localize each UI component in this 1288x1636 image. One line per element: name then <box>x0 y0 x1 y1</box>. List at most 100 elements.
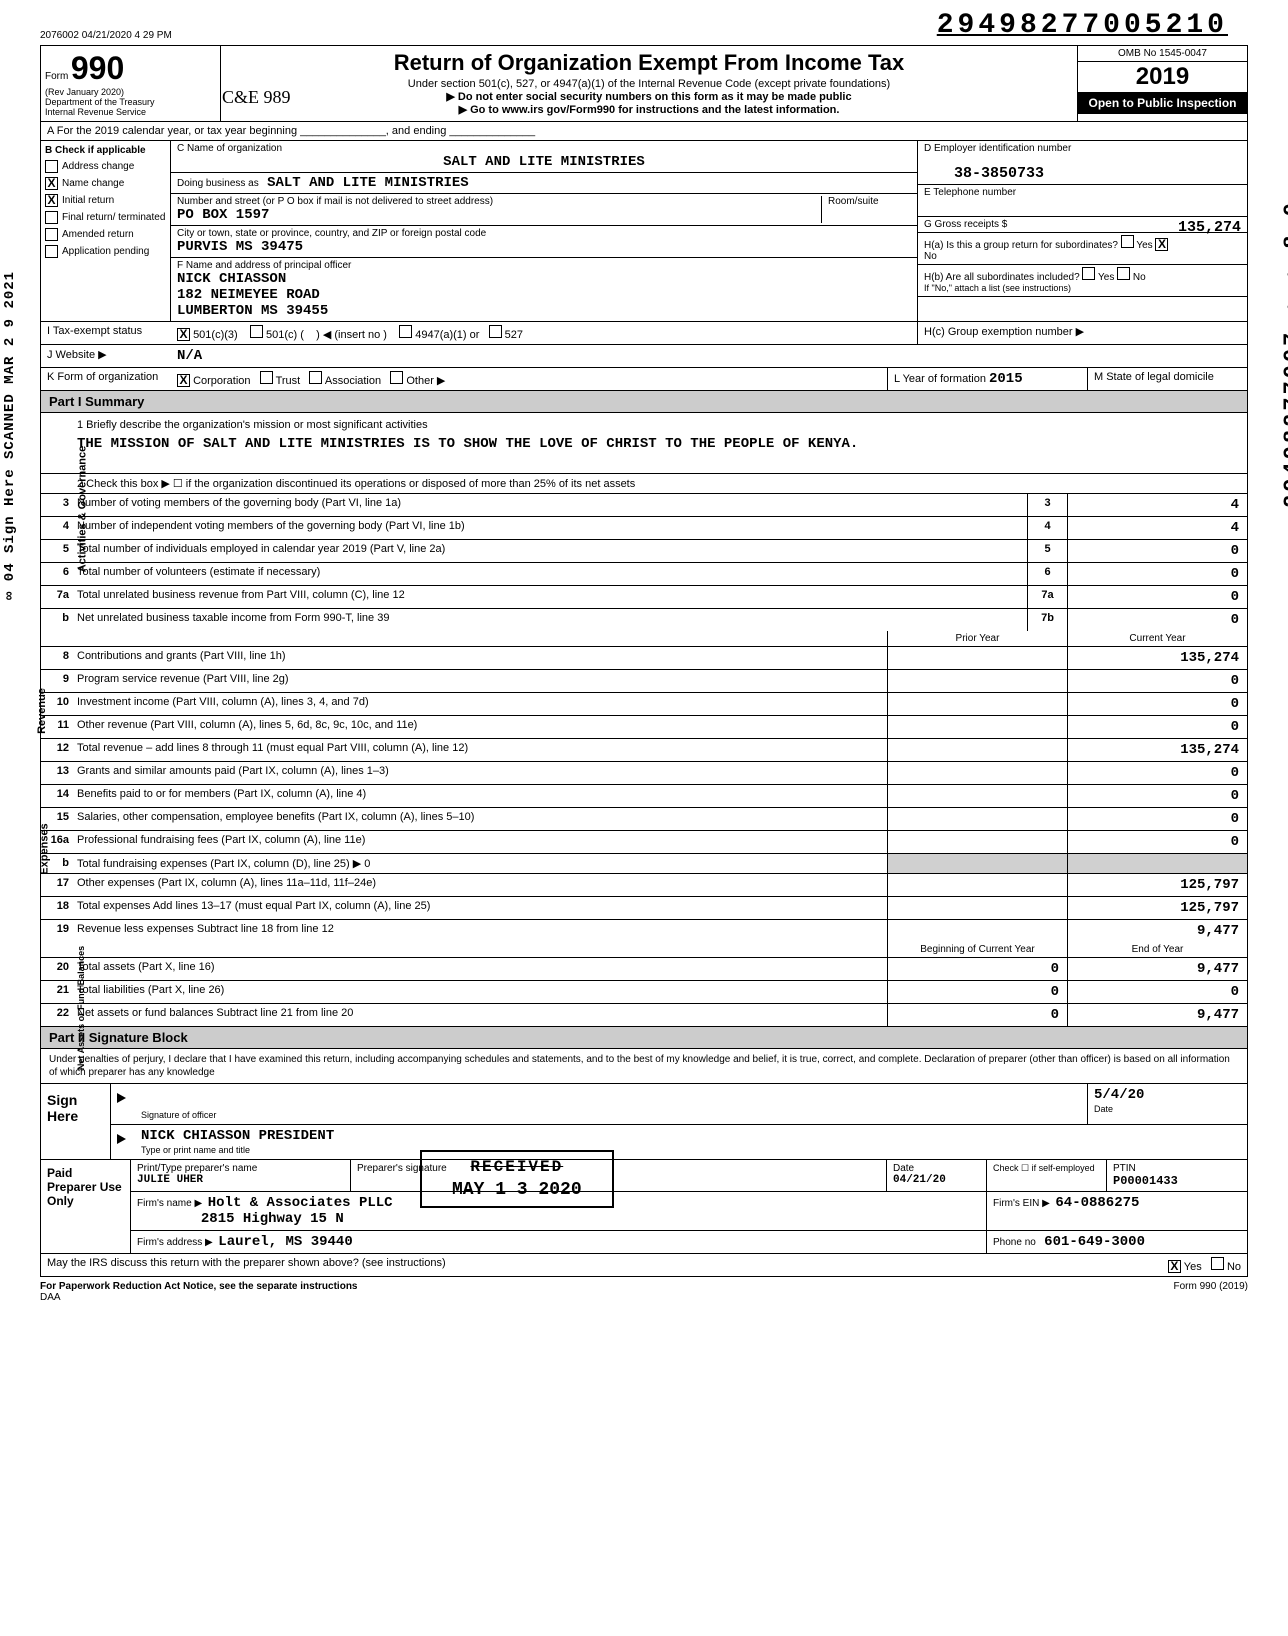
lbl-ha: H(a) Is this a group return for subordin… <box>924 240 1118 251</box>
line-num: 3 <box>41 494 73 516</box>
cb-trust[interactable] <box>260 371 273 384</box>
line-box: 5 <box>1027 540 1067 562</box>
tax-year: 2019 <box>1078 62 1247 93</box>
city-value: PURVIS MS 39475 <box>177 239 303 255</box>
line-text: Total liabilities (Part X, line 26) <box>73 981 887 1003</box>
prior-value: 0 <box>887 981 1067 1003</box>
received-stamp: RECEIVED MAY 1 3 2020 <box>420 1150 614 1208</box>
cb-corp[interactable]: X <box>177 374 190 387</box>
cb-app-pending[interactable] <box>45 245 58 258</box>
lbl-527: 527 <box>505 329 523 341</box>
received-label: RECEIVED <box>452 1158 582 1176</box>
line-box: 3 <box>1027 494 1067 516</box>
lbl-phone-no: Phone no <box>993 1237 1036 1248</box>
line-num: 6 <box>41 563 73 585</box>
cb-501c3[interactable]: X <box>177 328 190 341</box>
line-text: Professional fundraising fees (Part IX, … <box>73 831 887 853</box>
identity-block: B Check if applicable Address change XNa… <box>40 141 1248 322</box>
cb-amended[interactable] <box>45 228 58 241</box>
line-num: 22 <box>41 1004 73 1026</box>
preparer-name: JULIE UHER <box>137 1174 203 1186</box>
lbl-room: Room/suite <box>828 196 879 207</box>
line-text: Other expenses (Part IX, column (A), lin… <box>73 874 887 896</box>
cb-address-change[interactable] <box>45 160 58 173</box>
line-text: Revenue less expenses Subtract line 18 f… <box>73 920 887 942</box>
received-date: MAY 1 3 2020 <box>452 1180 582 1200</box>
line-value: 0 <box>1067 563 1247 585</box>
prior-value <box>887 897 1067 919</box>
lbl-firm-addr: Firm's address ▶ <box>137 1237 213 1248</box>
summary-line: 22Net assets or fund balances Subtract l… <box>41 1004 1247 1026</box>
cb-final-return[interactable] <box>45 211 58 224</box>
line-num: 18 <box>41 897 73 919</box>
cb-ha-yes[interactable] <box>1121 235 1134 248</box>
signature-declaration: Under penalties of perjury, I declare th… <box>41 1049 1247 1084</box>
line-text: Net unrelated business taxable income fr… <box>73 609 1027 631</box>
ein-value: 38-3850733 <box>954 165 1044 182</box>
left-scan-stamp: ∞ 04 Sign Here SCANNED MAR 2 9 2021 <box>2 271 18 600</box>
part2-header: Part II Signature Block <box>40 1027 1248 1049</box>
line-text: Net assets or fund balances Subtract lin… <box>73 1004 887 1026</box>
prior-value: 0 <box>887 1004 1067 1026</box>
line-text: Other revenue (Part VIII, column (A), li… <box>73 716 887 738</box>
row-a-tax-year: A For the 2019 calendar year, or tax yea… <box>40 122 1248 141</box>
cb-name-change[interactable]: X <box>45 177 58 190</box>
prior-value <box>887 670 1067 692</box>
dept-treasury: Department of the Treasury <box>45 97 216 107</box>
cb-501c[interactable] <box>250 325 263 338</box>
prior-value <box>887 920 1067 942</box>
cb-4947[interactable] <box>399 325 412 338</box>
line-text: Total number of individuals employed in … <box>73 540 1027 562</box>
sig-arrow-1 <box>111 1084 135 1124</box>
lbl-corp: Corporation <box>193 375 250 387</box>
prior-value <box>887 808 1067 830</box>
lbl-prep-name: Print/Type preparer's name <box>137 1163 257 1174</box>
sig-date-value: 5/4/20 <box>1094 1087 1144 1103</box>
cb-hb-yes[interactable] <box>1082 267 1095 280</box>
officer-name-title: NICK CHIASSON PRESIDENT <box>141 1128 334 1144</box>
col-beginning-year: Beginning of Current Year <box>887 942 1067 957</box>
line-value: 0 <box>1067 586 1247 608</box>
current-value: 9,477 <box>1067 958 1247 980</box>
line-value: 4 <box>1067 517 1247 539</box>
side-governance: Activities & Governance <box>76 446 88 573</box>
current-value: 0 <box>1067 785 1247 807</box>
lbl-name-change: Name change <box>62 178 124 189</box>
line-num: 14 <box>41 785 73 807</box>
lbl-name-title: Type or print name and title <box>141 1145 250 1155</box>
lbl-ptin: PTIN <box>1113 1163 1136 1174</box>
summary-line: bTotal fundraising expenses (Part IX, co… <box>41 854 1247 874</box>
lbl-yes: Yes <box>1184 1261 1202 1273</box>
col-prior-year: Prior Year <box>887 631 1067 646</box>
summary-line: 11Other revenue (Part VIII, column (A), … <box>41 716 1247 739</box>
lbl-officer: F Name and address of principal officer <box>177 260 351 271</box>
lbl-final-return: Final return/ terminated <box>62 212 165 223</box>
cb-527[interactable] <box>489 325 502 338</box>
prior-value <box>887 693 1067 715</box>
line-box: 4 <box>1027 517 1067 539</box>
form-subtitle: Under section 501(c), 527, or 4947(a)(1)… <box>229 78 1069 90</box>
prior-value: 0 <box>887 958 1067 980</box>
line-num: 21 <box>41 981 73 1003</box>
current-value: 125,797 <box>1067 874 1247 896</box>
lbl-other: Other ▶ <box>406 375 445 387</box>
paid-preparer-label: Paid Preparer Use Only <box>41 1160 131 1253</box>
lbl-gross: G Gross receipts $ <box>924 219 1007 230</box>
line-num: 19 <box>41 920 73 942</box>
cb-discuss-yes[interactable]: X <box>1168 1260 1181 1273</box>
current-value: 135,274 <box>1067 739 1247 761</box>
line-text: Salaries, other compensation, employee b… <box>73 808 887 830</box>
lbl-website: J Website ▶ <box>41 345 171 367</box>
current-value: 0 <box>1067 670 1247 692</box>
website-value: N/A <box>177 348 202 364</box>
cb-ha-no[interactable]: X <box>1155 238 1168 251</box>
cb-discuss-no[interactable] <box>1211 1257 1224 1270</box>
cb-initial-return[interactable]: X <box>45 194 58 207</box>
cb-hb-no[interactable] <box>1117 267 1130 280</box>
line-text: Number of voting members of the governin… <box>73 494 1027 516</box>
cb-other[interactable] <box>390 371 403 384</box>
line-num: b <box>41 609 73 631</box>
lbl-sig-officer: Signature of officer <box>141 1110 216 1120</box>
cb-assoc[interactable] <box>309 371 322 384</box>
gross-value: 135,274 <box>1178 219 1241 236</box>
